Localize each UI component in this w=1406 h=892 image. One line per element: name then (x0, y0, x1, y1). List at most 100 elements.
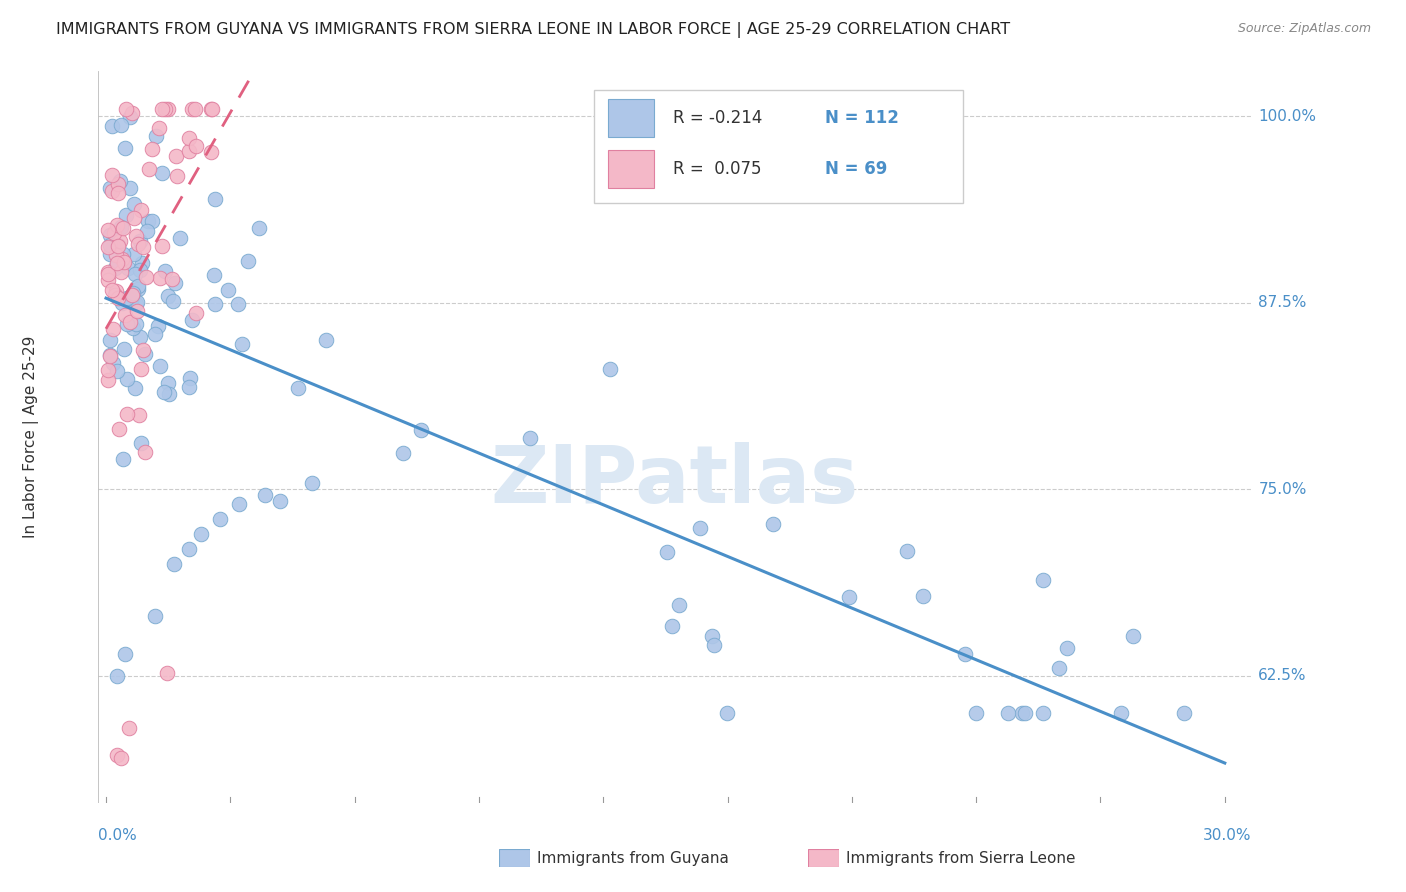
Point (135, 269, 157, 284)
Point (100, 184, 122, 198)
Point (110, 174, 132, 188)
Point (301, 475, 323, 490)
Point (127, 279, 149, 293)
Point (124, 267, 146, 281)
Point (110, 118, 132, 132)
Text: 87.5%: 87.5% (1258, 295, 1306, 310)
Point (97, 264, 120, 278)
Point (965, 706, 987, 721)
Point (108, 422, 131, 436)
Point (125, 229, 148, 244)
Point (125, 295, 148, 310)
Text: 100.0%: 100.0% (1258, 109, 1316, 124)
Point (98, 227, 121, 242)
Point (138, 162, 160, 177)
Point (668, 598, 690, 612)
Text: N = 112: N = 112 (825, 109, 898, 128)
Point (661, 619, 683, 633)
Point (121, 288, 143, 302)
Point (132, 240, 155, 254)
Point (124, 197, 146, 211)
Point (105, 248, 128, 262)
Point (143, 609, 166, 624)
Point (150, 166, 173, 180)
Point (716, 706, 738, 721)
Point (179, 144, 201, 158)
FancyBboxPatch shape (607, 151, 654, 188)
Point (97, 223, 120, 237)
Point (208, 512, 231, 526)
Point (124, 381, 146, 395)
Point (204, 297, 226, 311)
Point (146, 319, 169, 334)
Text: Immigrants from Sierra Leone: Immigrants from Sierra Leone (846, 851, 1076, 865)
Point (101, 356, 124, 370)
Point (1173, 706, 1195, 721)
Point (128, 234, 150, 248)
Point (120, 110, 142, 124)
Point (163, 557, 186, 571)
Point (115, 372, 138, 386)
Point (912, 589, 935, 603)
Point (201, 102, 224, 116)
Point (104, 284, 127, 298)
Point (149, 359, 172, 373)
Point (1047, 661, 1070, 675)
Point (122, 247, 145, 261)
Point (98, 181, 121, 195)
Point (114, 102, 136, 116)
Point (101, 283, 124, 297)
Point (148, 121, 170, 136)
Point (101, 239, 124, 253)
Point (101, 120, 124, 134)
Point (231, 337, 253, 351)
Point (134, 444, 156, 458)
Point (162, 293, 184, 308)
Text: 30.0%: 30.0% (1204, 828, 1251, 843)
Text: N = 69: N = 69 (825, 161, 887, 178)
Point (180, 102, 202, 116)
Point (112, 255, 135, 269)
Point (226, 296, 249, 310)
Point (156, 376, 179, 391)
Point (128, 409, 150, 423)
FancyBboxPatch shape (607, 99, 654, 137)
Point (98, 247, 121, 261)
Point (179, 542, 201, 557)
Point (105, 364, 128, 378)
Point (107, 178, 129, 192)
Point (114, 208, 136, 222)
Text: 62.5%: 62.5% (1258, 668, 1306, 683)
Point (163, 276, 186, 290)
Point (114, 308, 136, 322)
Point (997, 706, 1019, 721)
Point (128, 263, 150, 277)
Point (134, 347, 156, 361)
Point (700, 629, 723, 643)
Point (124, 211, 146, 226)
Point (125, 303, 148, 318)
Point (124, 318, 146, 332)
Point (269, 494, 291, 508)
Text: 75.0%: 75.0% (1258, 482, 1306, 497)
Point (98, 348, 121, 362)
Point (183, 102, 205, 116)
Point (105, 255, 128, 269)
Point (247, 220, 270, 235)
Point (217, 283, 239, 297)
Point (519, 431, 541, 445)
Point (105, 218, 128, 232)
Point (132, 343, 155, 358)
Point (129, 436, 152, 450)
Point (120, 181, 142, 195)
Point (121, 105, 143, 120)
Point (150, 102, 173, 116)
Point (114, 647, 136, 661)
Point (253, 488, 276, 502)
Point (97, 363, 120, 377)
Point (179, 131, 201, 145)
Point (101, 168, 124, 182)
Point (409, 423, 432, 437)
Point (117, 261, 139, 276)
Point (180, 312, 202, 326)
